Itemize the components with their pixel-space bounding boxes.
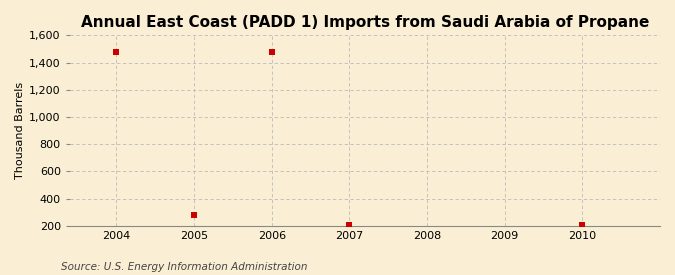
Point (577, 222, 588, 227)
Point (344, 223, 355, 227)
Point (267, 50, 277, 54)
Title: Annual East Coast (PADD 1) Imports from Saudi Arabia of Propane: Annual East Coast (PADD 1) Imports from … (81, 15, 649, 30)
Text: Source: U.S. Energy Information Administration: Source: U.S. Energy Information Administ… (61, 262, 307, 272)
Point (189, 213, 200, 217)
Point (111, 50, 122, 54)
Y-axis label: Thousand Barrels: Thousand Barrels (15, 82, 25, 179)
